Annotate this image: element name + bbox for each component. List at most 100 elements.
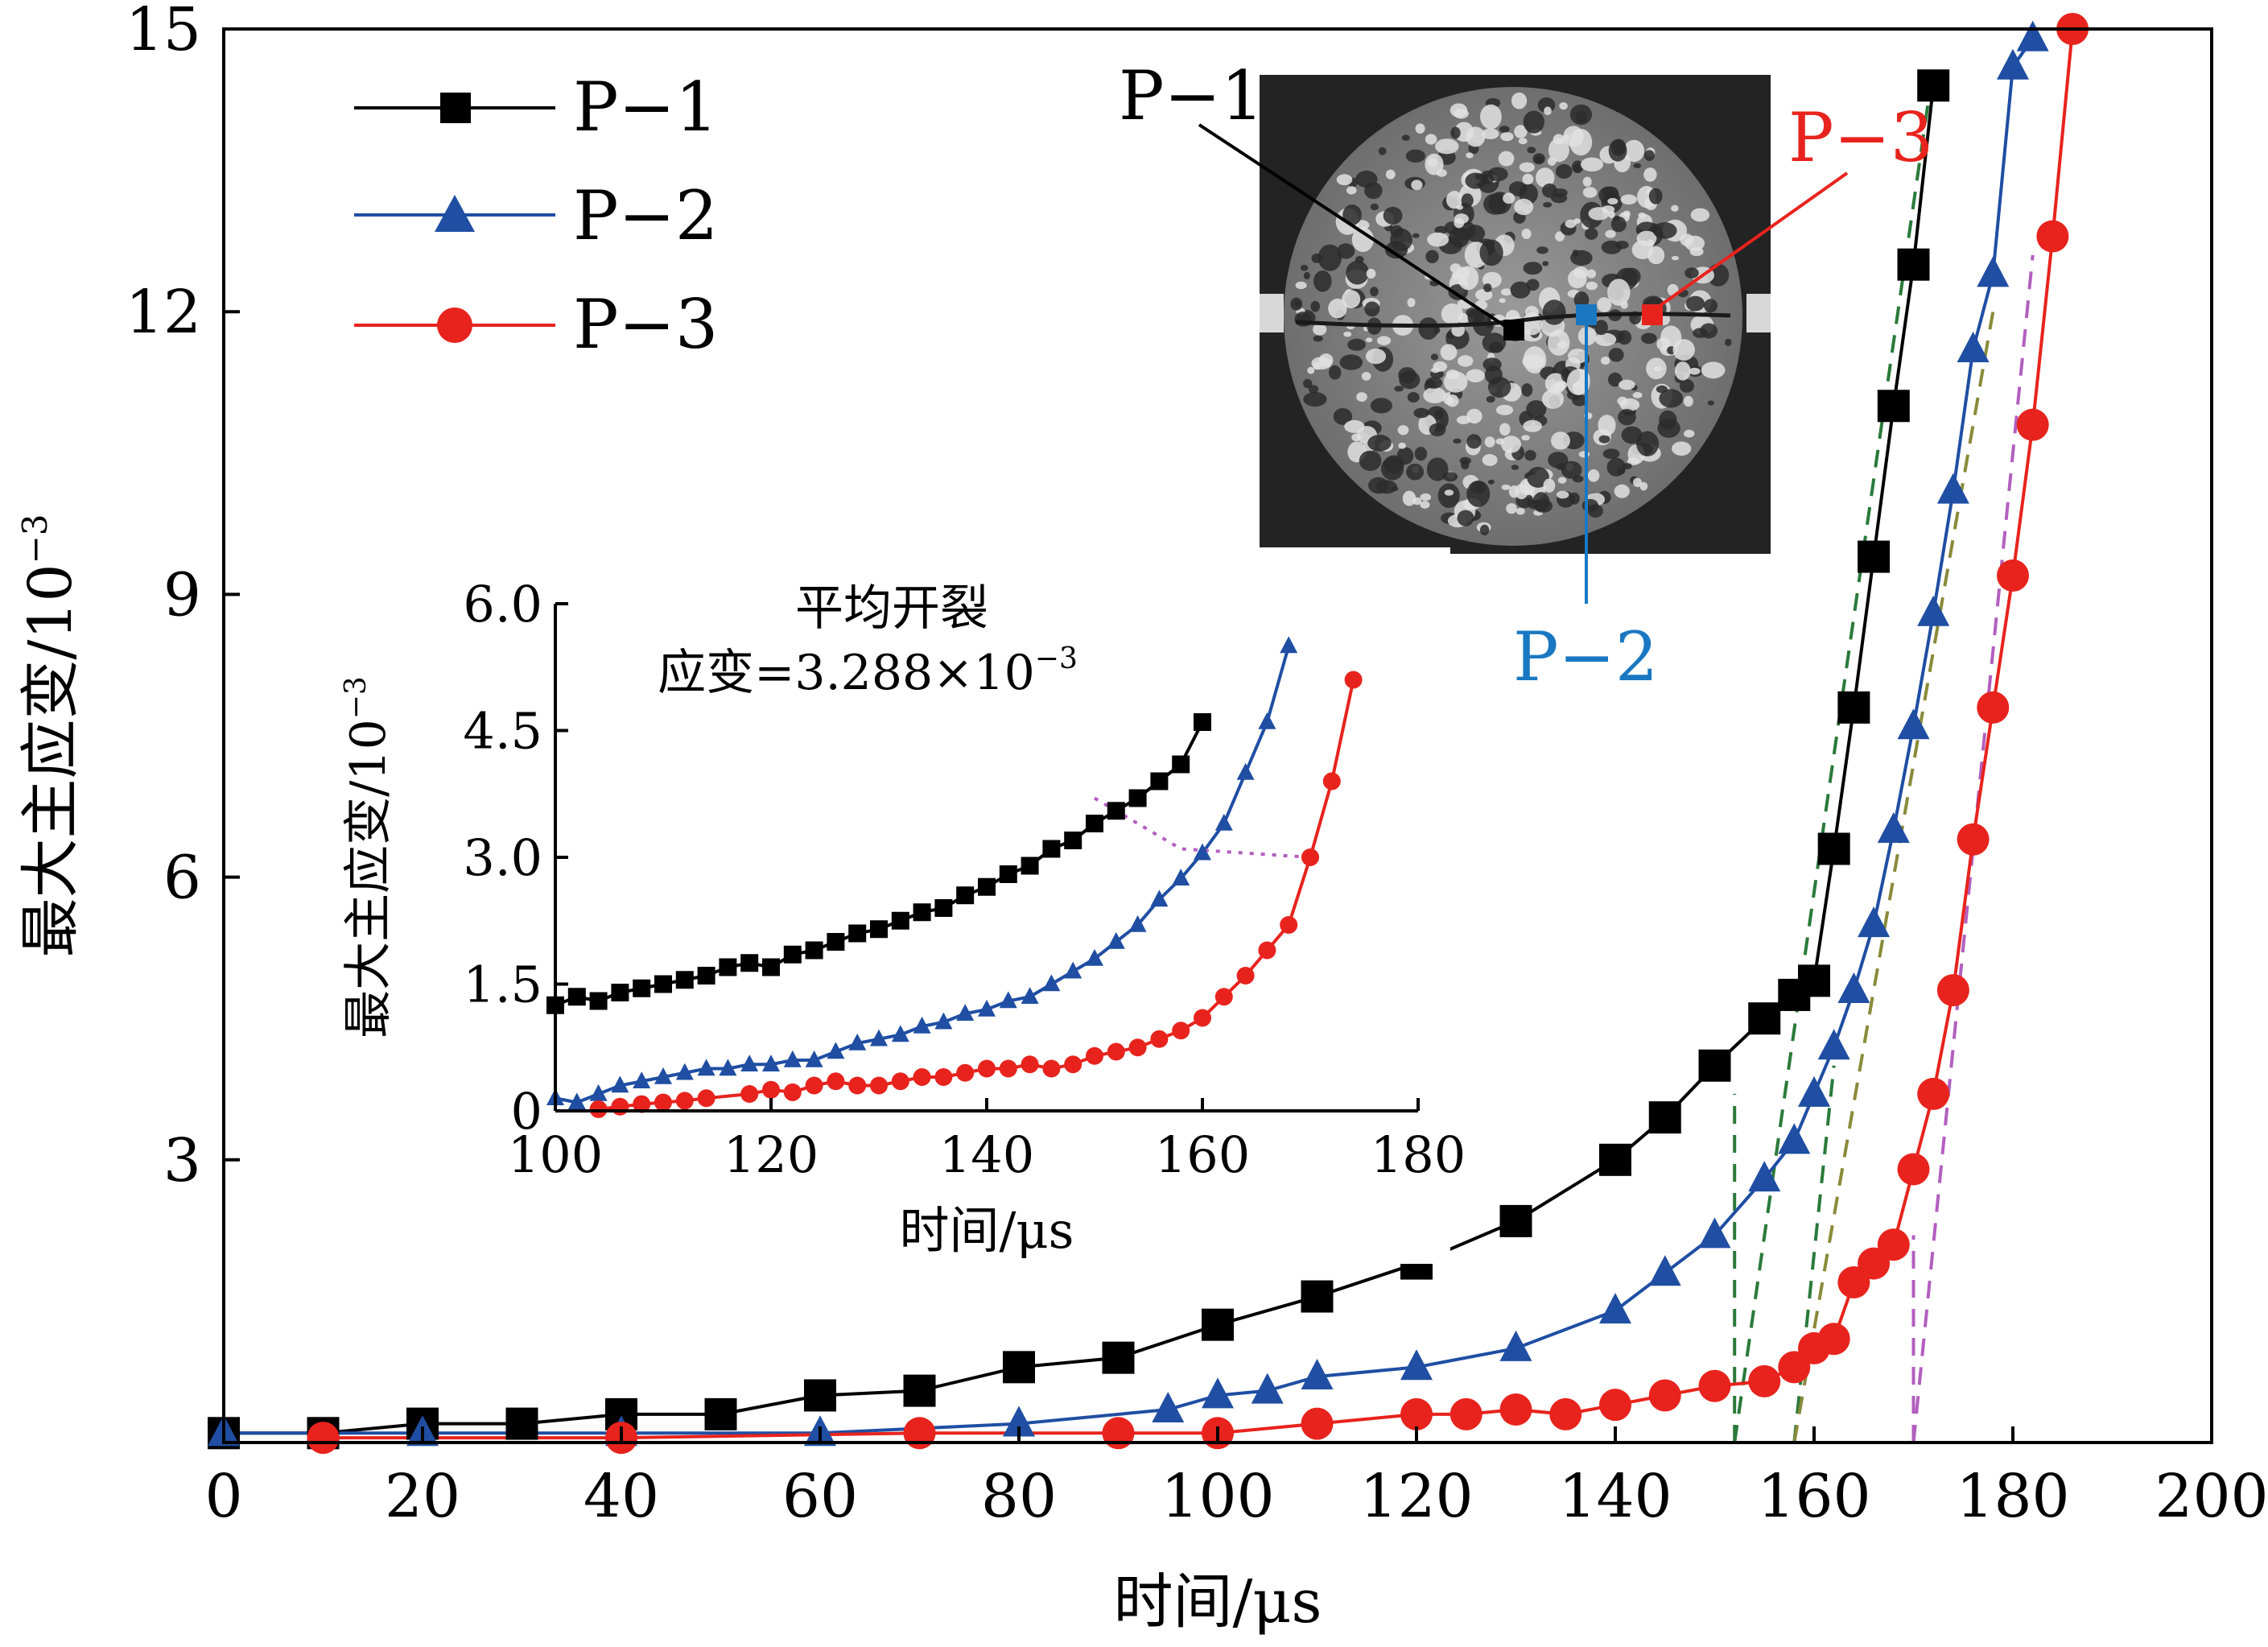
- inset-point-p3-30: [1258, 941, 1276, 960]
- point-p2-4: [1003, 1406, 1035, 1437]
- inset-point-p2-9: [740, 1055, 759, 1072]
- speckle-dot: [1370, 203, 1379, 211]
- speckle-dot: [1656, 385, 1668, 394]
- inset-point-p3-34: [1344, 671, 1363, 689]
- x-tick-label-180: 180: [1956, 1462, 2069, 1531]
- speckle-dot: [1608, 348, 1624, 362]
- x-tick-label-100: 100: [1161, 1462, 1274, 1531]
- speckle-dot: [1370, 287, 1379, 297]
- point-p1-3: [505, 1407, 538, 1440]
- inset-point-p1-25: [1086, 815, 1103, 832]
- speckle-dot: [1450, 126, 1461, 139]
- inset-point-p1-7: [697, 967, 715, 984]
- speckle-dot: [1526, 400, 1547, 419]
- speckle-dot: [1588, 207, 1610, 221]
- speckle-dot: [1394, 386, 1404, 392]
- legend-label-p3: P−3: [573, 285, 718, 364]
- speckle-dot: [1522, 173, 1534, 185]
- speckle-dot: [1487, 479, 1495, 485]
- point-p2-22: [1917, 595, 1950, 626]
- speckle-dot: [1685, 267, 1699, 279]
- speckle-dot: [1443, 371, 1468, 393]
- speckle-dot: [1364, 301, 1380, 317]
- speckle-dot: [1582, 187, 1598, 198]
- inset-point-p3-14: [913, 1068, 931, 1086]
- inset-chart: 100 120 140 160 180 0 1.5 3.0 4.5 6.0 平均开裂 应变=3.2…: [340, 547, 1466, 1264]
- inset-point-p1-11: [783, 945, 802, 964]
- x-tick-label-40: 40: [583, 1462, 659, 1531]
- speckle-dot: [1526, 279, 1540, 291]
- point-p3-5: [1301, 1407, 1334, 1440]
- speckle-dot: [1598, 435, 1610, 444]
- inset-point-p1-8: [719, 958, 737, 976]
- inset-point-p2-27: [1128, 914, 1147, 932]
- speckle-dot: [1426, 457, 1449, 481]
- inset-point-p1-26: [1107, 802, 1125, 820]
- speckle-dot: [1295, 281, 1307, 290]
- speckle-dot: [1587, 469, 1600, 482]
- inset-point-p1-15: [870, 920, 888, 939]
- inset-x-tick-label-160: 160: [1155, 1125, 1250, 1184]
- speckle-dot: [1310, 300, 1320, 312]
- inset-point-p1-12: [805, 941, 823, 960]
- point-p3-7: [1449, 1397, 1482, 1430]
- speckle-dot: [1483, 193, 1507, 215]
- point-p1-11: [1301, 1280, 1334, 1313]
- point-p3-21: [1917, 1077, 1950, 1110]
- inset-point-p1-19: [956, 886, 975, 905]
- point-p1-16: [1698, 1049, 1731, 1082]
- inset-point-p2-14: [848, 1033, 867, 1051]
- legend-label-p1: P−1: [573, 68, 718, 147]
- speckle-dot: [1523, 262, 1543, 275]
- speckle-dot: [1365, 337, 1373, 343]
- speckle-dot: [1405, 149, 1425, 163]
- speckle-dot: [1652, 222, 1677, 239]
- legend: P−1 P−2 P−3: [354, 68, 718, 364]
- point-p3-11: [1648, 1379, 1681, 1412]
- point-p2-26: [1997, 48, 2029, 80]
- speckle-dot: [1346, 260, 1369, 285]
- y-tick-label-9: 9: [163, 560, 201, 629]
- speckle-dot: [1385, 169, 1396, 180]
- y-axis-label: 最大主应变/10−3: [15, 514, 85, 957]
- speckle-dot: [1378, 147, 1387, 155]
- inset-point-p3-2: [633, 1095, 651, 1113]
- speckle-dot: [1342, 204, 1362, 225]
- speckle-dot: [1523, 110, 1544, 134]
- y-tick-label-15: 15: [126, 0, 201, 64]
- point-p1-17: [1748, 1002, 1781, 1035]
- speckle-dot: [1570, 250, 1593, 266]
- speckle-dot: [1619, 398, 1640, 411]
- speckle-dot: [1554, 380, 1568, 390]
- inset-point-p1-13: [827, 933, 845, 951]
- left-loading-platen: [1260, 294, 1284, 332]
- x-tick-label-120: 120: [1359, 1462, 1473, 1531]
- speckle-dot: [1290, 297, 1303, 311]
- speckle-dot: [1536, 167, 1555, 188]
- speckle-dot: [1407, 298, 1416, 308]
- speckle-dot: [1653, 365, 1662, 372]
- speckle-dot: [1573, 291, 1590, 309]
- speckle-dot: [1514, 198, 1534, 216]
- inset-point-p1-23: [1042, 840, 1061, 858]
- inset-point-p3-13: [891, 1072, 909, 1091]
- speckle-dot: [1553, 188, 1568, 198]
- inset-point-p3-31: [1280, 916, 1298, 934]
- point-p2-21: [1897, 708, 1930, 740]
- speckle-dot: [1461, 460, 1470, 470]
- speckle-dot: [1365, 349, 1387, 365]
- speckle-dot: [1685, 235, 1705, 251]
- speckle-dot: [1511, 92, 1528, 109]
- photo-point-p1: [1503, 320, 1524, 341]
- speckle-dot: [1608, 372, 1623, 387]
- speckle-dot: [1544, 106, 1552, 115]
- point-p2-13: [1698, 1217, 1731, 1249]
- speckle-dot: [1351, 433, 1362, 442]
- speckle-dot: [1503, 192, 1515, 204]
- speckle-dot: [1594, 320, 1608, 336]
- inset-point-p3-9: [805, 1076, 823, 1095]
- speckle-dot: [1483, 283, 1492, 292]
- inset-point-p1-21: [999, 865, 1017, 883]
- inset-title-line-1: 平均开裂: [795, 580, 988, 637]
- inset-point-p2-5: [654, 1067, 672, 1084]
